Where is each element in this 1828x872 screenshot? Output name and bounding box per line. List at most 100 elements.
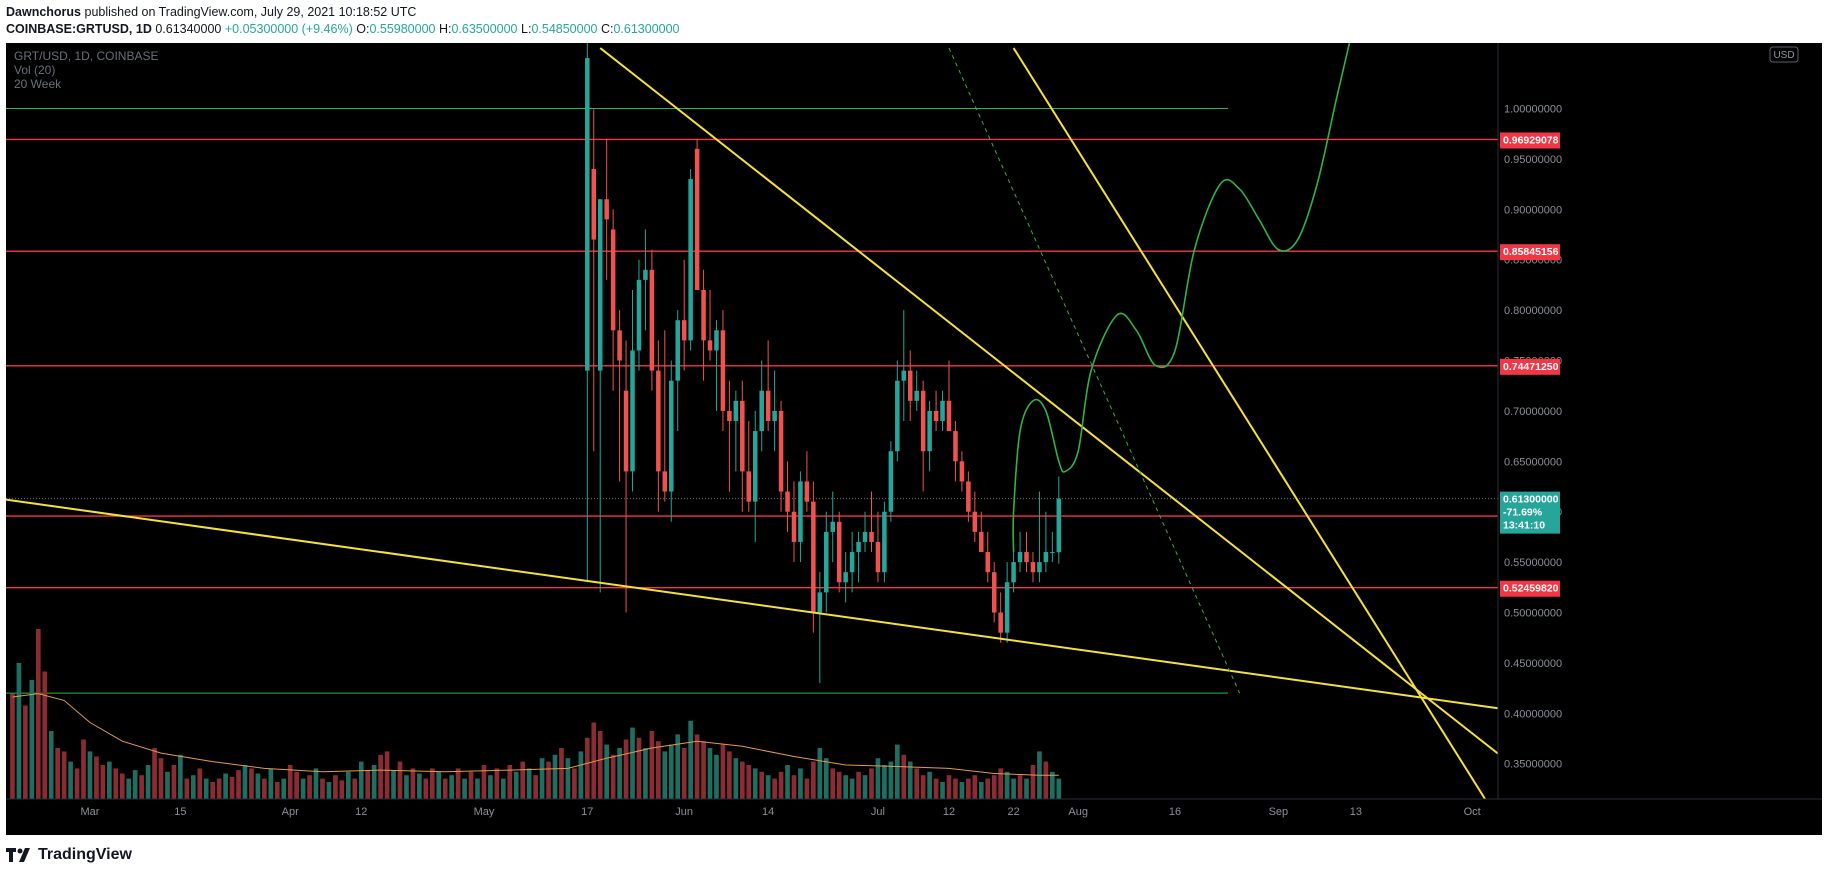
volume-bar (791, 775, 797, 799)
candle (927, 400, 932, 472)
candle (798, 471, 803, 563)
candle-body (927, 410, 932, 452)
volume-bar (158, 758, 164, 799)
volume-bar (190, 775, 196, 799)
candle-body (727, 410, 732, 421)
volume-bar (875, 758, 881, 799)
candle-body (1056, 498, 1062, 553)
legend-ma: 20 Week (14, 77, 62, 91)
candle-body (617, 330, 622, 361)
legend-symbol: GRT/USD, 1D, COINBASE (14, 49, 158, 63)
candle (888, 441, 894, 522)
volume-bar (798, 768, 803, 799)
volume-bar (927, 771, 932, 799)
volume-bar (649, 731, 655, 799)
candle-body (798, 481, 803, 542)
candle (849, 531, 855, 593)
volume-bar (139, 775, 144, 799)
volume-bar (462, 778, 467, 799)
author-name[interactable]: Dawnchorus (6, 5, 82, 19)
volume-bar (16, 663, 22, 799)
candle (1011, 552, 1016, 593)
time-tick-label: 16 (1169, 806, 1181, 818)
last-price-badge-text: 13:41:10 (1503, 520, 1545, 532)
candle-body (862, 531, 868, 542)
candle (707, 289, 713, 361)
candle (727, 380, 732, 492)
price-tick-label: 0.65000000 (1504, 456, 1562, 468)
candle-body (675, 320, 680, 381)
level-price-badge-text: 0.74471250 (1503, 361, 1559, 373)
candle-body (733, 400, 739, 421)
currency-badge[interactable]: USD (1769, 46, 1799, 63)
chart-area[interactable]: 0.35000000 0.40000000 0.45000000 0.50000000… (6, 43, 1822, 835)
price-axis[interactable]: 0.35000000 0.40000000 0.45000000 0.50000000… (1497, 43, 1814, 835)
time-tick-label: Apr (282, 806, 299, 818)
price-chart-svg[interactable]: 0.35000000 0.40000000 0.45000000 0.50000000… (6, 43, 1822, 835)
volume-bar (152, 748, 157, 799)
candle (836, 511, 842, 593)
time-tick-label: 12 (355, 806, 367, 818)
volume-bar (333, 775, 338, 799)
volume-bar (836, 771, 842, 799)
candle (772, 370, 777, 452)
time-tick-label: Sep (1269, 806, 1289, 818)
candle-body (656, 370, 661, 472)
candle-body (888, 451, 894, 512)
volume-bar (526, 768, 532, 799)
candlesticks (585, 43, 1062, 684)
volume-bar (591, 722, 597, 799)
volume-bar (972, 775, 978, 799)
volume-bar (423, 778, 429, 799)
candle-body (843, 572, 848, 583)
candle (1017, 531, 1023, 573)
candle (778, 400, 784, 512)
tradingview-logo-icon[interactable] (6, 847, 32, 863)
candle (972, 491, 978, 542)
candle (688, 169, 693, 351)
close-value: 0.61300000 (613, 22, 680, 36)
volume-bar (107, 761, 112, 799)
candle-body (688, 179, 693, 341)
volume-bar (100, 765, 106, 799)
candle (701, 269, 706, 381)
brand-name[interactable]: TradingView (38, 846, 132, 863)
volume-bar (126, 778, 132, 799)
volume-bar (281, 778, 287, 799)
candle-body (811, 501, 816, 613)
volume-bar (966, 778, 971, 799)
candle-body (875, 541, 881, 573)
volume-bar (597, 731, 603, 799)
volume-bar (862, 775, 868, 799)
candle (630, 289, 635, 492)
volume-bar (287, 765, 293, 799)
candle-body (1037, 562, 1042, 573)
candle-body (610, 229, 616, 331)
volume-bar (384, 751, 390, 799)
volume-bar (513, 771, 519, 799)
candle-body (972, 511, 978, 532)
level-price-badge: 0.96929078 (1500, 132, 1560, 149)
candle-body (817, 592, 823, 613)
candle-body (804, 481, 810, 502)
volume-bar (23, 705, 28, 799)
candle (824, 511, 829, 613)
volume-bar (352, 778, 358, 799)
volume-bar (901, 754, 907, 799)
last-price-badge: 0.61300000-71.69%13:41:10 (1500, 491, 1560, 534)
low-value: 0.54850000 (531, 22, 598, 36)
chart-header: Dawnchorus published on TradingView.com,… (6, 4, 1822, 38)
time-tick-label: Jul (871, 806, 885, 818)
currency-badge-label: USD (1773, 50, 1794, 61)
candle (1030, 552, 1036, 583)
candle-body (1043, 552, 1049, 563)
published-text: published on TradingView.com, July 29, 2… (84, 5, 417, 19)
candle (643, 229, 648, 331)
candle-body (959, 461, 965, 482)
volume-bar (869, 768, 874, 799)
candle-body (895, 380, 900, 452)
candle (656, 340, 661, 512)
candle-body (901, 370, 907, 381)
level-price-badge-box (1500, 358, 1560, 375)
time-axis[interactable]: Mar 15 Apr 12 May 17 Jun 14 Jul 12 22 Aug 16 Sep 13 Oct (6, 798, 1822, 835)
